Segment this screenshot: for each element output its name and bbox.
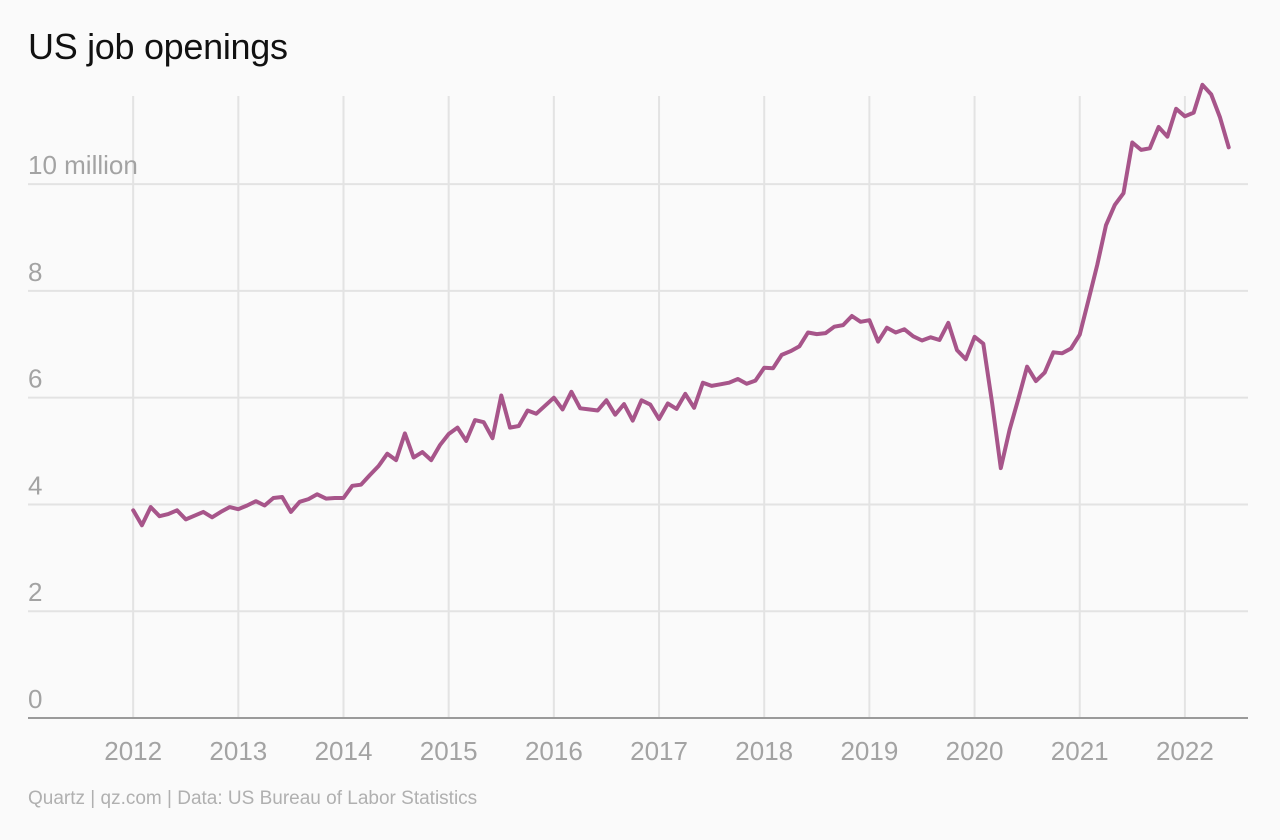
x-tick-label-2019: 2019 (840, 736, 898, 766)
grid-layer (28, 96, 1248, 718)
x-tick-label-2013: 2013 (209, 736, 267, 766)
x-tick-label-2015: 2015 (420, 736, 478, 766)
x-tick-label-2012: 2012 (104, 736, 162, 766)
series-layer (131, 82, 1231, 528)
y-tick-label-10: 10 million (28, 150, 138, 180)
y-tick-label-4: 4 (28, 470, 42, 500)
x-tick-label-2017: 2017 (630, 736, 688, 766)
x-tick-label-2014: 2014 (315, 736, 373, 766)
y-tick-label-8: 8 (28, 257, 42, 287)
x-tick-label-2018: 2018 (735, 736, 793, 766)
x-tick-label-2016: 2016 (525, 736, 583, 766)
series-line-0 (131, 82, 1231, 528)
y-tick-label-2: 2 (28, 577, 42, 607)
y-tick-label-0: 0 (28, 684, 42, 714)
x-tick-label-2022: 2022 (1156, 736, 1214, 766)
chart-title: US job openings (28, 26, 288, 67)
axis-layer: 2012 2013 2014 2015 2016 2017 2018 2019 2020 2021… (28, 150, 1248, 766)
source-note: Quartz | qz.com | Data: US Bureau of Lab… (28, 788, 478, 809)
y-tick-label-6: 6 (28, 364, 42, 394)
x-tick-label-2020: 2020 (946, 736, 1004, 766)
x-tick-label-2021: 2021 (1051, 736, 1109, 766)
